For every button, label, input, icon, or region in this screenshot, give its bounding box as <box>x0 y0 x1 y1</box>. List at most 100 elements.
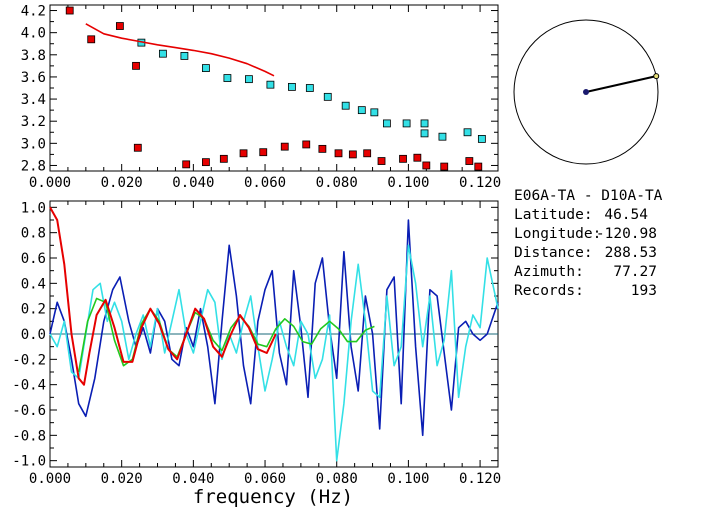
latitude-label: Latitude: <box>514 207 593 223</box>
y-tick-label: -0.6 <box>12 403 46 419</box>
data-point-red <box>239 149 248 158</box>
y-tick-label: -0.2 <box>12 352 46 368</box>
series-line-cyan <box>49 244 499 462</box>
data-point-cyan <box>202 64 210 72</box>
x-tick-label: 0.120 <box>459 175 501 191</box>
x-tick-label: 0.060 <box>244 175 286 191</box>
y-tick-label: -0.8 <box>12 428 46 444</box>
y-tick-label: 3.8 <box>21 48 46 64</box>
series-line-red <box>49 206 277 386</box>
data-point-cyan <box>341 101 350 110</box>
station-remote-marker <box>653 73 660 80</box>
y-tick-label: 0.6 <box>21 251 46 267</box>
x-tick-label: 0.000 <box>29 175 71 191</box>
x-tick-label: 0.080 <box>316 471 358 487</box>
data-point-cyan <box>438 132 447 141</box>
x-tick-label: 0.040 <box>172 471 214 487</box>
data-point-cyan <box>477 135 486 143</box>
y-tick-label: -1.0 <box>12 454 46 470</box>
azimuth-diagram <box>513 19 660 165</box>
data-point-red <box>363 149 372 158</box>
data-point-red <box>334 149 343 158</box>
x-tick-label: 0.080 <box>316 175 358 191</box>
x-tick-label: 0.020 <box>101 175 143 191</box>
series-line-red <box>85 23 275 77</box>
x-tick-label: 0.040 <box>172 175 214 191</box>
y-tick-label: 3.6 <box>21 70 46 86</box>
longitude-value: -120.98 <box>596 226 657 242</box>
y-tick-label: 0.8 <box>21 226 46 242</box>
x-tick-label: 0.000 <box>29 471 71 487</box>
longitude-label: Longitude: <box>514 226 601 242</box>
y-tick-label: 0.4 <box>21 276 46 292</box>
data-point-cyan <box>420 129 429 138</box>
y-tick-label: 4.2 <box>21 4 46 20</box>
data-point-red <box>280 142 289 151</box>
y-tick-label: 4.0 <box>21 26 46 42</box>
series-line-blue <box>49 219 499 437</box>
data-point-cyan <box>305 84 314 92</box>
data-point-cyan <box>180 52 189 60</box>
y-tick-label: 3.2 <box>21 114 46 130</box>
data-point-cyan <box>158 49 167 58</box>
azimuth-circle <box>513 19 659 165</box>
data-point-cyan <box>223 74 232 82</box>
data-point-cyan <box>463 128 472 137</box>
station-pair-label: E06A-TA - D10A-TA <box>514 188 663 204</box>
data-point-red <box>377 157 386 165</box>
y-tick-label: 2.8 <box>21 158 46 174</box>
x-tick-label: 0.100 <box>387 175 429 191</box>
coherency-plot: 0.000 0.020 0.040 0.060 0.080 0.100 0.120 -1.0 -… <box>12 200 501 508</box>
coherency-plot-series <box>49 206 499 462</box>
data-point-cyan <box>402 119 411 128</box>
dispersion-plot: 0.000 0.020 0.040 0.060 0.080 0.100 0.120 2.8 3.… <box>21 4 501 191</box>
dispersion-plot-series <box>65 6 486 171</box>
data-point-red <box>465 157 474 165</box>
y-tick-label: 3.0 <box>21 136 46 152</box>
x-axis-label: frequency (Hz) <box>193 486 353 508</box>
azimuth-direction-line <box>585 75 657 93</box>
data-point-red <box>65 6 74 15</box>
data-point-cyan <box>357 106 366 115</box>
data-point-red <box>182 160 191 169</box>
data-point-cyan <box>245 75 253 84</box>
data-point-cyan <box>266 80 275 89</box>
latitude-value: 46.54 <box>604 207 648 223</box>
data-point-red <box>219 154 228 163</box>
data-point-cyan <box>420 119 429 128</box>
azimuth-label: Azimuth: <box>514 264 584 280</box>
x-tick-label: 0.120 <box>459 471 501 487</box>
x-tick-label: 0.100 <box>387 471 429 487</box>
y-tick-label: 0.2 <box>21 302 46 318</box>
data-point-red <box>202 158 210 167</box>
data-point-red <box>115 22 124 30</box>
data-point-red <box>259 148 268 157</box>
x-tick-label: 0.020 <box>101 471 143 487</box>
data-point-cyan <box>323 92 332 101</box>
data-point-red <box>132 61 140 70</box>
station-info-panel: E06A-TA - D10A-TA Latitude: 46.54 Longit… <box>514 188 663 299</box>
data-point-red <box>474 162 483 171</box>
records-label: Records: <box>514 283 584 299</box>
data-point-red <box>87 35 96 44</box>
coherency-plot-axes: 0.000 0.020 0.040 0.060 0.080 0.100 0.120 -1.0 -… <box>12 200 501 487</box>
data-point-red <box>302 140 311 149</box>
data-point-red <box>133 143 142 152</box>
azimuth-value: 77.27 <box>613 264 657 280</box>
data-point-cyan <box>382 119 391 128</box>
records-value: 193 <box>631 283 657 299</box>
data-point-red <box>413 153 422 162</box>
y-tick-label: -0.4 <box>12 378 46 394</box>
data-point-red <box>422 161 431 170</box>
data-point-red <box>348 150 357 159</box>
data-point-red <box>399 154 407 163</box>
x-tick-label: 0.060 <box>244 471 286 487</box>
dispersion-plot-axes: 0.000 0.020 0.040 0.060 0.080 0.100 0.120 2.8 3.… <box>21 4 501 191</box>
y-tick-label: 0.0 <box>21 327 46 343</box>
data-point-red <box>440 162 449 171</box>
distance-label: Distance: <box>514 245 593 261</box>
distance-value: 288.53 <box>605 245 657 261</box>
station-center-marker <box>583 89 589 95</box>
data-point-red <box>318 144 327 153</box>
